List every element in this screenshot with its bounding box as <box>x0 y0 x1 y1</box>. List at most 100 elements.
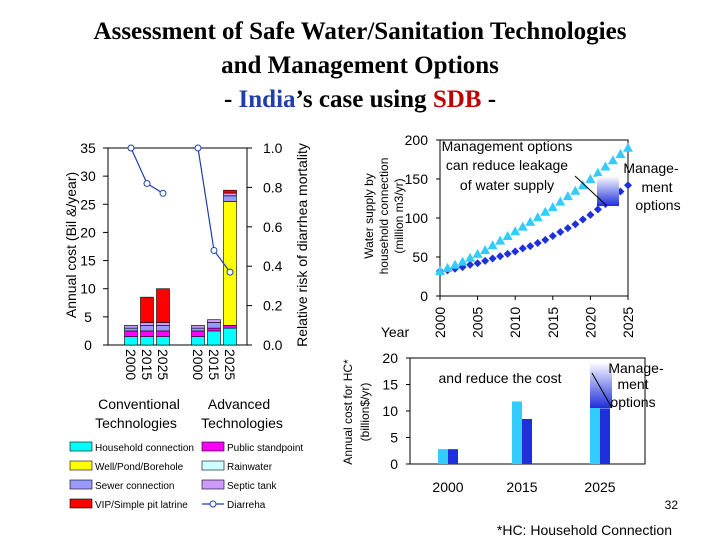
chart2-x-tick-label: 2000 <box>432 307 448 338</box>
chart1-y-tick-label: 25 <box>80 196 96 212</box>
chart2-point-mgmt <box>585 174 596 183</box>
chart1-legend-label: Septic tank <box>227 481 277 492</box>
chart1-group-label: Technologies <box>95 415 177 431</box>
chart3-bar-bau <box>590 363 600 464</box>
chart1-bar-segment <box>207 322 221 329</box>
chart1-diarrhea-point <box>143 179 151 187</box>
chart1-legend-swatch <box>201 479 225 490</box>
chart2-x-tick-label: 2025 <box>620 307 636 338</box>
chart2-mgmt-arrow <box>574 175 608 207</box>
chart3-y-tick-label: 10 <box>382 403 398 419</box>
chart2-point-bau <box>466 260 475 269</box>
chart1-bar-segment <box>140 330 154 337</box>
chart3-y-tick-label: 0 <box>390 456 398 472</box>
chart1-legend-swatch <box>69 460 93 471</box>
chart1-bar-segment <box>207 319 221 323</box>
chart1-y2-tick-label: 0.4 <box>263 258 283 274</box>
chart3-bar-mgmt <box>448 449 458 464</box>
chart2-y-tick-label: 150 <box>405 171 429 187</box>
chart1-legend-swatch <box>69 441 93 452</box>
chart2-point-mgmt <box>495 235 506 245</box>
chart2-point-bau <box>624 181 632 190</box>
title-line-3: - India’s case using SDB - <box>223 86 497 113</box>
chart3-y-tick-label: 20 <box>382 350 398 366</box>
chart2-y-axis-label: (million m3/yr) <box>392 178 406 253</box>
chart2-point-mgmt <box>607 155 618 165</box>
chart1-y-tick-label: 15 <box>80 253 96 269</box>
chart1-y-tick-label: 5 <box>84 309 92 325</box>
chart1-category-label: 2015 <box>139 349 155 380</box>
chart2-point-mgmt <box>450 259 461 269</box>
chart1-group-label: Advanced <box>208 396 270 412</box>
chart2-point-bau <box>533 238 542 247</box>
chart2-point-mgmt <box>592 167 603 177</box>
chart1-legend-label: Rainwater <box>227 462 273 473</box>
chart1-y-axis-label: Annual cost (Bil &/year) <box>63 172 79 318</box>
chart2-point-mgmt <box>562 191 573 201</box>
chart1-y2-axis-label: Relative risk of diarrhea mortality <box>294 143 310 347</box>
chart1-bar-segment <box>223 201 237 326</box>
chart1-y-tick-label: 20 <box>80 224 96 240</box>
chart1-y-tick-label: 30 <box>80 168 96 184</box>
chart1-bar-segment <box>124 324 138 329</box>
chart2-plot-area <box>439 139 629 297</box>
chart1-legend-label: Public standpoint <box>227 443 303 454</box>
chart3-category-label: 2015 <box>506 479 537 495</box>
chart2-x-tick-label: 2005 <box>470 307 486 338</box>
chart2-side-label: options <box>635 197 680 213</box>
chart1-legend-swatch <box>201 460 225 471</box>
chart1-bar-segment <box>223 189 237 194</box>
chart2-x-tick-label: 2020 <box>582 307 598 338</box>
chart2-side-label: ment <box>641 179 672 195</box>
chart2-point-bau <box>593 205 602 214</box>
chart1-legend-marker <box>209 500 217 508</box>
chart1-bar-segment <box>140 336 154 346</box>
chart1-bar-segment <box>124 327 138 332</box>
chart2-point-mgmt <box>570 185 581 195</box>
chart1-bar-segment <box>191 336 205 346</box>
chart3-y-tick-label: 5 <box>390 430 398 446</box>
chart2-x-axis-label: Year <box>381 324 410 340</box>
chart2-point-mgmt <box>623 142 633 152</box>
chart2-point-mgmt <box>532 212 543 222</box>
chart2-y-axis-label: household connection <box>377 158 391 275</box>
chart3-side-label: Manage- <box>608 360 664 376</box>
chart2-point-bau <box>503 249 512 258</box>
chart1-legend-swatch <box>201 441 225 452</box>
chart1-diarrhea-point <box>159 189 167 197</box>
chart2-y-tick-label: 200 <box>405 132 429 148</box>
footer-note: *HC: Household Connection <box>496 522 672 538</box>
title-india: India <box>238 86 296 113</box>
chart1-group-label: Technologies <box>201 415 283 431</box>
chart2-point-mgmt <box>525 216 536 226</box>
chart1-bar-segment <box>140 324 154 332</box>
chart2-point-bau <box>548 231 557 240</box>
chart2-point-mgmt <box>510 226 521 236</box>
chart2-point-bau <box>586 210 595 219</box>
chart2-point-bau <box>556 228 565 237</box>
chart2-point-bau <box>578 215 587 224</box>
chart1-bar-segment <box>124 336 138 346</box>
chart2-point-mgmt <box>487 240 498 250</box>
chart2-point-bau <box>526 242 535 251</box>
chart1-y2-tick-label: 1.0 <box>263 140 283 156</box>
chart2-point-bau <box>511 247 520 256</box>
chart2-point-mgmt <box>615 149 626 159</box>
chart2-point-mgmt <box>540 206 551 216</box>
chart3-bar-bau <box>438 449 448 464</box>
chart1-group-label: Conventional <box>98 396 180 412</box>
chart2-annotation: Management options <box>442 138 573 154</box>
chart3-mgmt-arrow <box>591 372 613 409</box>
chart2-point-bau <box>481 256 490 265</box>
chart1-category-label: 2000 <box>190 349 206 380</box>
chart3-y-axis-label: Annual cost for HC* <box>341 359 355 465</box>
chart3-bar-mgmt <box>522 418 532 464</box>
chart1-category-label: 2025 <box>222 349 238 380</box>
chart3-y-axis-label: (billion$/yr) <box>358 383 372 442</box>
chart3-bar-mgmt <box>600 408 610 464</box>
chart3-category-label: 2025 <box>584 479 615 495</box>
chart1-y2-tick-label: 0.6 <box>263 219 283 235</box>
chart2-point-bau <box>563 224 572 233</box>
title-line-1: Assessment of Safe Water/Sanitation Tech… <box>93 18 627 45</box>
